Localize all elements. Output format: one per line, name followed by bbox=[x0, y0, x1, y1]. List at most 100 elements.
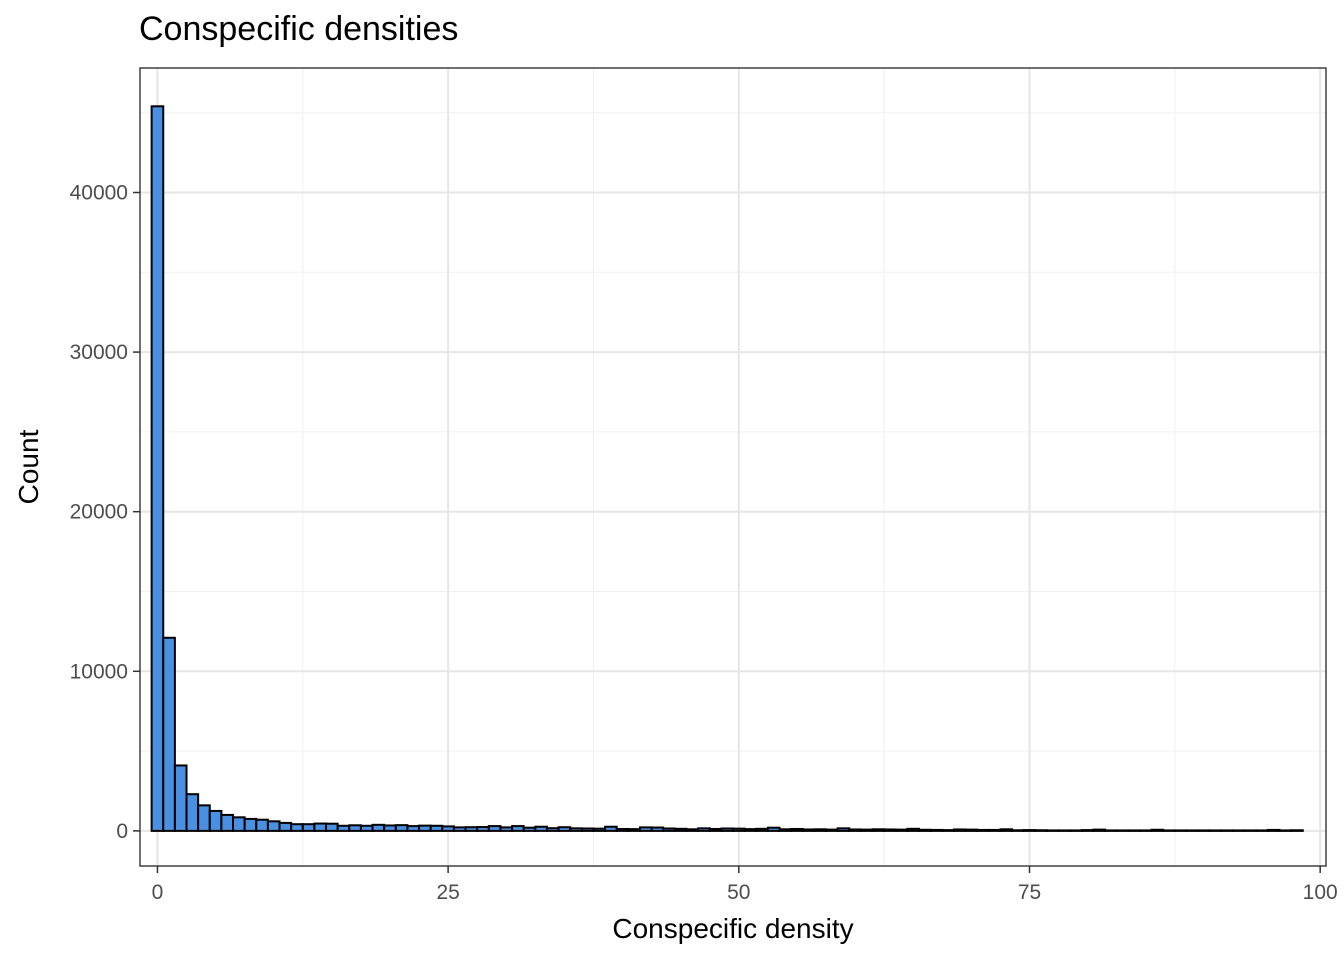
histogram-bar bbox=[1022, 829, 1037, 832]
histogram-bar bbox=[441, 825, 455, 832]
x-tick-label: 50 bbox=[727, 881, 750, 904]
chart-title: Conspecific densities bbox=[139, 10, 459, 48]
x-tick-label: 75 bbox=[1018, 881, 1041, 904]
grid-layer bbox=[140, 68, 1326, 866]
histogram-bar bbox=[778, 828, 793, 832]
histogram-bar bbox=[243, 817, 258, 832]
histogram-bar bbox=[371, 823, 386, 832]
histogram-bar bbox=[1290, 829, 1304, 832]
histogram-bar bbox=[1080, 829, 1095, 832]
y-tick-label: 10000 bbox=[70, 660, 128, 683]
histogram-bar bbox=[825, 828, 839, 832]
x-tick-label: 0 bbox=[152, 881, 164, 904]
histogram-bar bbox=[848, 828, 862, 832]
histogram-bar bbox=[487, 825, 502, 832]
histogram-bar bbox=[604, 825, 618, 832]
histogram-bar bbox=[813, 828, 828, 832]
histogram-bar bbox=[755, 827, 769, 832]
histogram-bar bbox=[185, 793, 200, 832]
histogram-bar bbox=[150, 105, 165, 832]
histogram-bar bbox=[266, 820, 281, 832]
histogram-bar bbox=[964, 828, 979, 832]
histogram-bar bbox=[301, 823, 316, 832]
histogram-bar bbox=[697, 827, 711, 832]
histogram-bar bbox=[732, 827, 746, 832]
histogram-bar bbox=[708, 827, 723, 832]
histogram-bar bbox=[569, 827, 583, 832]
histogram-bar bbox=[383, 824, 397, 832]
histogram-bar bbox=[359, 824, 374, 832]
histogram-bar bbox=[871, 828, 886, 832]
histogram-bar bbox=[476, 826, 490, 832]
histogram-bar bbox=[766, 826, 781, 832]
histogram-bar bbox=[1266, 828, 1281, 832]
histogram-bar bbox=[1092, 828, 1107, 832]
histogram-bar bbox=[162, 636, 176, 832]
histogram-bar bbox=[592, 827, 607, 832]
ticks-layer: 0 25 50 75 100 0 10000 20000 30000 40000 bbox=[70, 181, 1338, 904]
histogram-bar bbox=[662, 827, 676, 832]
histogram-bar bbox=[650, 826, 665, 832]
histogram-bar bbox=[987, 828, 1002, 832]
histogram-bar bbox=[406, 825, 421, 832]
panel-border bbox=[139, 67, 1327, 867]
histogram-bar bbox=[464, 826, 479, 832]
histogram-bar bbox=[557, 826, 572, 832]
y-tick-label: 30000 bbox=[70, 341, 128, 364]
histogram-bar bbox=[545, 827, 560, 832]
histogram-bar bbox=[952, 828, 967, 832]
histogram-bar bbox=[511, 825, 525, 832]
histogram-bar bbox=[499, 826, 514, 832]
histogram-bar bbox=[801, 828, 816, 832]
histogram-bar bbox=[197, 804, 211, 832]
histogram-bar bbox=[336, 824, 351, 832]
histogram-bar bbox=[859, 828, 874, 832]
histogram-bar bbox=[615, 827, 630, 832]
histogram-bar bbox=[1011, 829, 1025, 832]
histogram-bar bbox=[883, 828, 897, 832]
histogram-bar bbox=[348, 824, 362, 832]
x-tick-label: 25 bbox=[436, 881, 459, 904]
histogram-bar bbox=[685, 828, 700, 832]
y-tick-label: 40000 bbox=[70, 181, 128, 204]
x-tick-label: 100 bbox=[1303, 881, 1338, 904]
x-axis-title: Conspecific density bbox=[612, 913, 853, 944]
y-axis-title: Count bbox=[13, 429, 44, 504]
histogram-bar bbox=[743, 828, 758, 832]
histogram-bar bbox=[278, 821, 293, 832]
histogram-bar bbox=[394, 824, 409, 832]
histogram-bar bbox=[836, 827, 851, 832]
histogram-bar bbox=[918, 828, 932, 832]
histogram-bar bbox=[638, 826, 653, 832]
bars-layer bbox=[150, 105, 1304, 832]
histogram-bar bbox=[894, 828, 909, 832]
histogram-bar bbox=[720, 827, 735, 832]
histogram-bar bbox=[929, 828, 944, 832]
histogram-bar bbox=[534, 825, 548, 832]
histogram-bar bbox=[313, 822, 328, 832]
histogram-bar bbox=[418, 824, 432, 832]
y-tick-label: 0 bbox=[116, 820, 128, 843]
histogram-bar bbox=[522, 826, 537, 832]
histogram-bar bbox=[673, 827, 688, 832]
histogram-bar bbox=[173, 764, 188, 832]
histogram-bar bbox=[1034, 829, 1048, 832]
histogram-bar bbox=[325, 822, 339, 832]
histogram-bar bbox=[941, 829, 955, 832]
histogram-bar bbox=[790, 827, 804, 832]
histogram-bar bbox=[220, 813, 235, 832]
histogram-bar bbox=[208, 809, 223, 832]
histogram-bar bbox=[906, 827, 921, 832]
histogram-bar bbox=[232, 816, 246, 832]
y-tick-label: 20000 bbox=[70, 501, 128, 524]
histogram-bar bbox=[255, 818, 269, 832]
histogram-bar bbox=[290, 823, 304, 832]
histogram-bar bbox=[627, 828, 641, 832]
histogram-bar bbox=[429, 824, 444, 832]
histogram-bar bbox=[976, 828, 990, 832]
panel-background bbox=[140, 68, 1326, 866]
histogram-bar bbox=[1150, 828, 1165, 832]
histogram-bar bbox=[452, 826, 467, 832]
histogram-bar bbox=[999, 828, 1014, 832]
